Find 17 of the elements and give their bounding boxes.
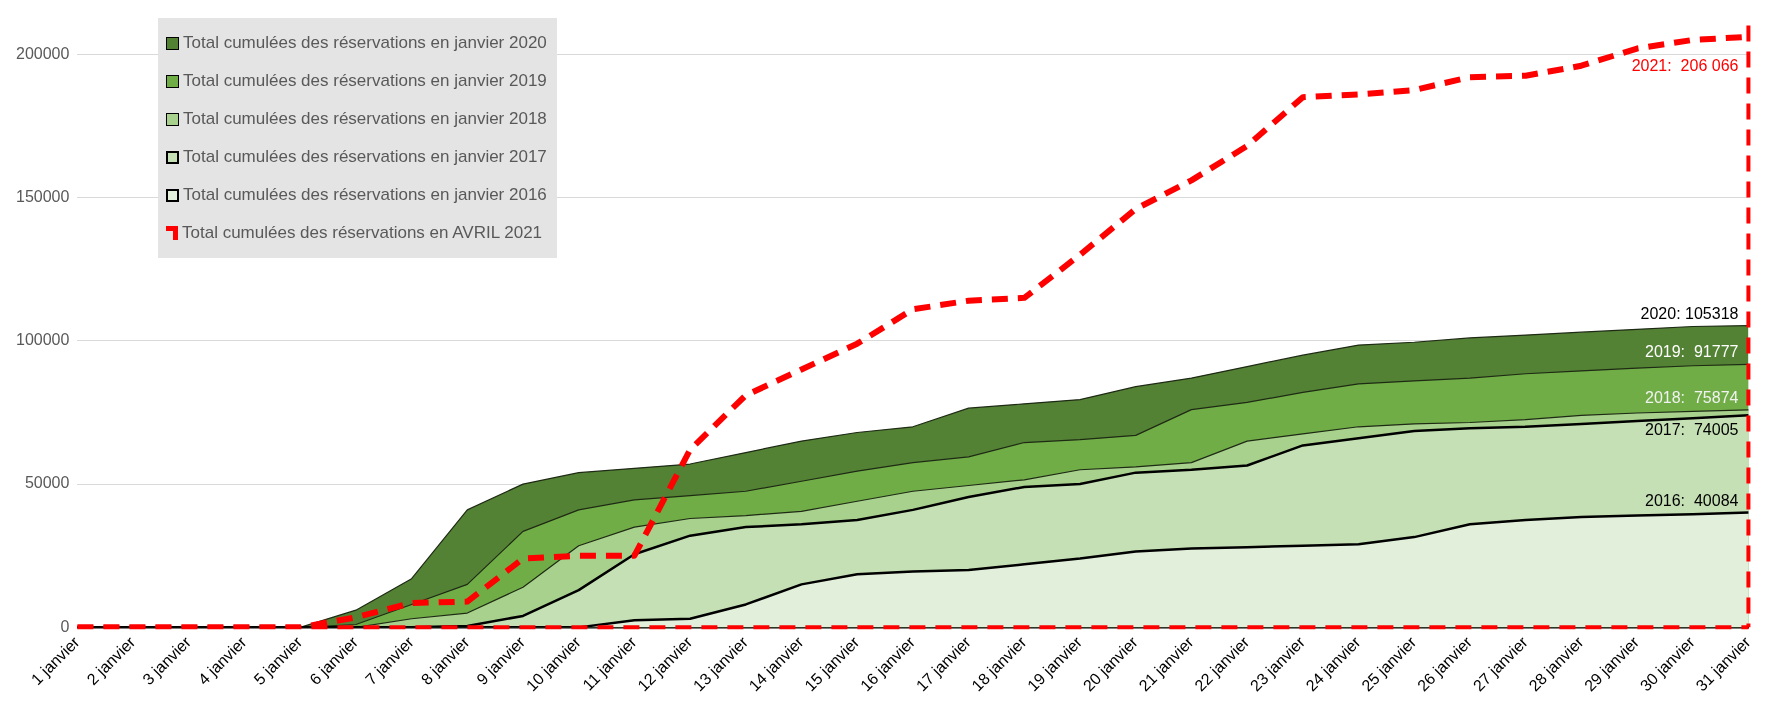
annotation: 2018: 75874	[1645, 388, 1739, 406]
y-tick-label: 50000	[24, 474, 70, 492]
annotation: 2019: 91777	[1645, 343, 1739, 361]
legend-label: Total cumulées des réservations en janvier 2020	[183, 32, 547, 54]
legend-label: Total cumulées des réservations en janvier 2018	[183, 108, 547, 130]
annotation: 2017: 74005	[1645, 421, 1739, 439]
annotation: 2016: 40084	[1645, 491, 1739, 509]
legend-label: Total cumulées des réservations en janvier 2016	[183, 184, 547, 206]
y-tick-label: 200000	[16, 44, 70, 62]
annotation: 2020: 105318	[1640, 304, 1739, 322]
legend-label: Total cumulées des réservations en AVRIL 2021	[182, 222, 543, 244]
annotation: 2021: 206 066	[1631, 56, 1739, 74]
y-tick-label: 150000	[16, 187, 70, 205]
y-tick-label: 0	[60, 617, 70, 635]
legend-label: Total cumulées des réservations en janvier 2017	[183, 146, 547, 168]
y-tick-label: 100000	[16, 331, 70, 349]
legend-label: Total cumulées des réservations en janvier 2019	[183, 70, 547, 92]
